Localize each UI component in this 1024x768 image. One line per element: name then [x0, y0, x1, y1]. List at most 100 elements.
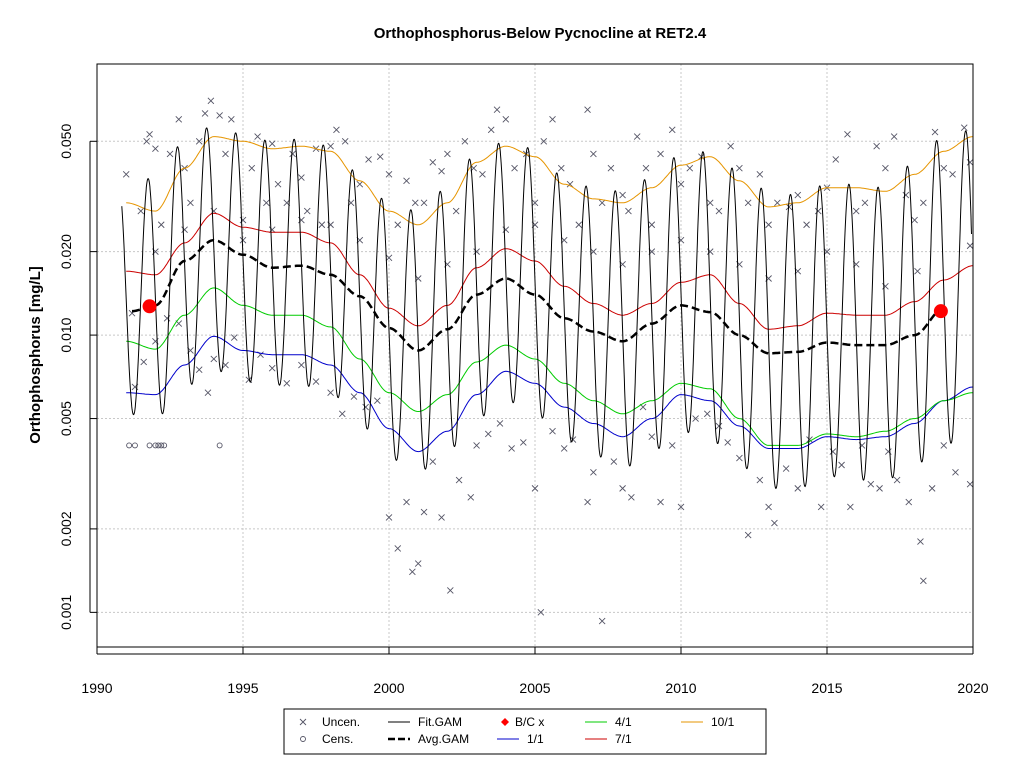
uncensored-point [765, 221, 772, 229]
uncensored-point [350, 393, 358, 400]
uncensored-point [122, 171, 130, 178]
uncensored-point [385, 514, 393, 521]
uncensored-point [549, 427, 556, 435]
uncensored-point [882, 164, 889, 172]
series-4-1 [126, 287, 973, 446]
censored-point [132, 442, 138, 449]
uncensored-point [736, 164, 743, 172]
uncensored-point [917, 538, 924, 545]
uncensored-point [444, 150, 451, 158]
uncensored-point [642, 164, 650, 172]
uncensored-point [452, 207, 460, 215]
legend-label: 1/1 [527, 732, 544, 746]
x-tick-label: 2015 [811, 680, 842, 696]
censored-point [155, 442, 162, 449]
series-7-1 [126, 212, 974, 330]
uncensored-point [803, 221, 810, 229]
uncensored-point [765, 503, 772, 511]
x-tick-label: 2005 [519, 680, 550, 696]
uncensored-point [487, 126, 495, 134]
uncensored-point [966, 480, 974, 488]
uncensored-point [920, 199, 927, 207]
uncensored-point [794, 485, 802, 492]
uncensored-point [575, 221, 583, 229]
uncensored-point [686, 164, 694, 172]
uncensored-point [356, 180, 364, 188]
censored-point [126, 442, 133, 449]
legend-symbol-uncensored [299, 718, 307, 726]
uncensored-point [657, 498, 664, 506]
uncensored-point [239, 236, 247, 244]
uncensored-point [263, 199, 270, 207]
data-layer [121, 97, 974, 625]
uncensored-point [706, 199, 714, 207]
uncensored-point [657, 150, 664, 158]
uncensored-point [628, 493, 635, 501]
uncensored-point [744, 531, 752, 539]
uncensored-point [207, 97, 215, 105]
x-tick-label: 2000 [373, 680, 404, 696]
uncensored-point [461, 137, 469, 145]
uncensored-point [531, 199, 539, 207]
uncensored-point [429, 458, 437, 465]
uncensored-point [598, 617, 606, 625]
uncensored-point [137, 207, 145, 215]
uncensored-point [195, 366, 203, 374]
uncensored-point [844, 130, 851, 138]
uncensored-point [312, 378, 320, 385]
uncensored-point [143, 137, 150, 145]
uncensored-point [931, 128, 939, 136]
uncensored-point [715, 207, 723, 215]
uncensored-point [210, 355, 218, 363]
uncensored-point [920, 577, 927, 585]
uncensored-point [727, 142, 734, 150]
uncensored-point [502, 116, 510, 123]
uncensored-point [905, 498, 913, 506]
censored-point [158, 442, 165, 449]
censored-point [152, 442, 159, 449]
uncensored-point [876, 485, 883, 492]
uncensored-point [540, 137, 548, 145]
uncensored-point [966, 158, 974, 166]
uncensored-point [414, 560, 422, 567]
uncensored-point [222, 361, 229, 369]
uncensored-point [531, 485, 539, 492]
uncensored-point [724, 439, 732, 446]
y-axis: 0.001 0.002 0.005 0.010 0.020 0.050 [58, 124, 97, 630]
uncensored-point [201, 110, 209, 117]
uncensored-point [949, 171, 956, 178]
uncensored-point [248, 164, 256, 172]
uncensored-point [222, 150, 229, 158]
uncensored-point [584, 498, 591, 506]
uncensored-point [187, 199, 194, 207]
uncensored-point [677, 503, 685, 511]
uncensored-point [268, 140, 276, 148]
uncensored-point [952, 468, 959, 476]
uncensored-point [867, 480, 875, 488]
uncensored-point [146, 130, 153, 138]
uncensored-point [668, 442, 676, 449]
x-tick-label: 2010 [665, 680, 696, 696]
x-axis: 1990 1995 2000 2005 2010 2015 2020 [81, 647, 989, 696]
uncensored-point [274, 180, 282, 188]
bc-point [142, 299, 157, 314]
uncensored-point [928, 485, 936, 492]
uncensored-point [756, 476, 764, 484]
uncensored-point [403, 498, 410, 506]
uncensored-point [619, 485, 626, 492]
uncensored-point [520, 439, 527, 446]
uncensored-point [467, 493, 475, 501]
uncensored-point [455, 476, 463, 484]
uncensored-point [648, 433, 656, 441]
uncensored-point [195, 137, 203, 145]
uncensored-point [607, 164, 615, 172]
uncensored-point [557, 164, 565, 172]
uncensored-point [814, 207, 822, 215]
uncensored-point [152, 145, 159, 153]
uncensored-point [204, 389, 212, 396]
uncensored-point [374, 397, 381, 405]
legend-symbol-censored [300, 736, 306, 742]
uncensored-point [283, 379, 291, 387]
uncensored-point [806, 436, 813, 443]
